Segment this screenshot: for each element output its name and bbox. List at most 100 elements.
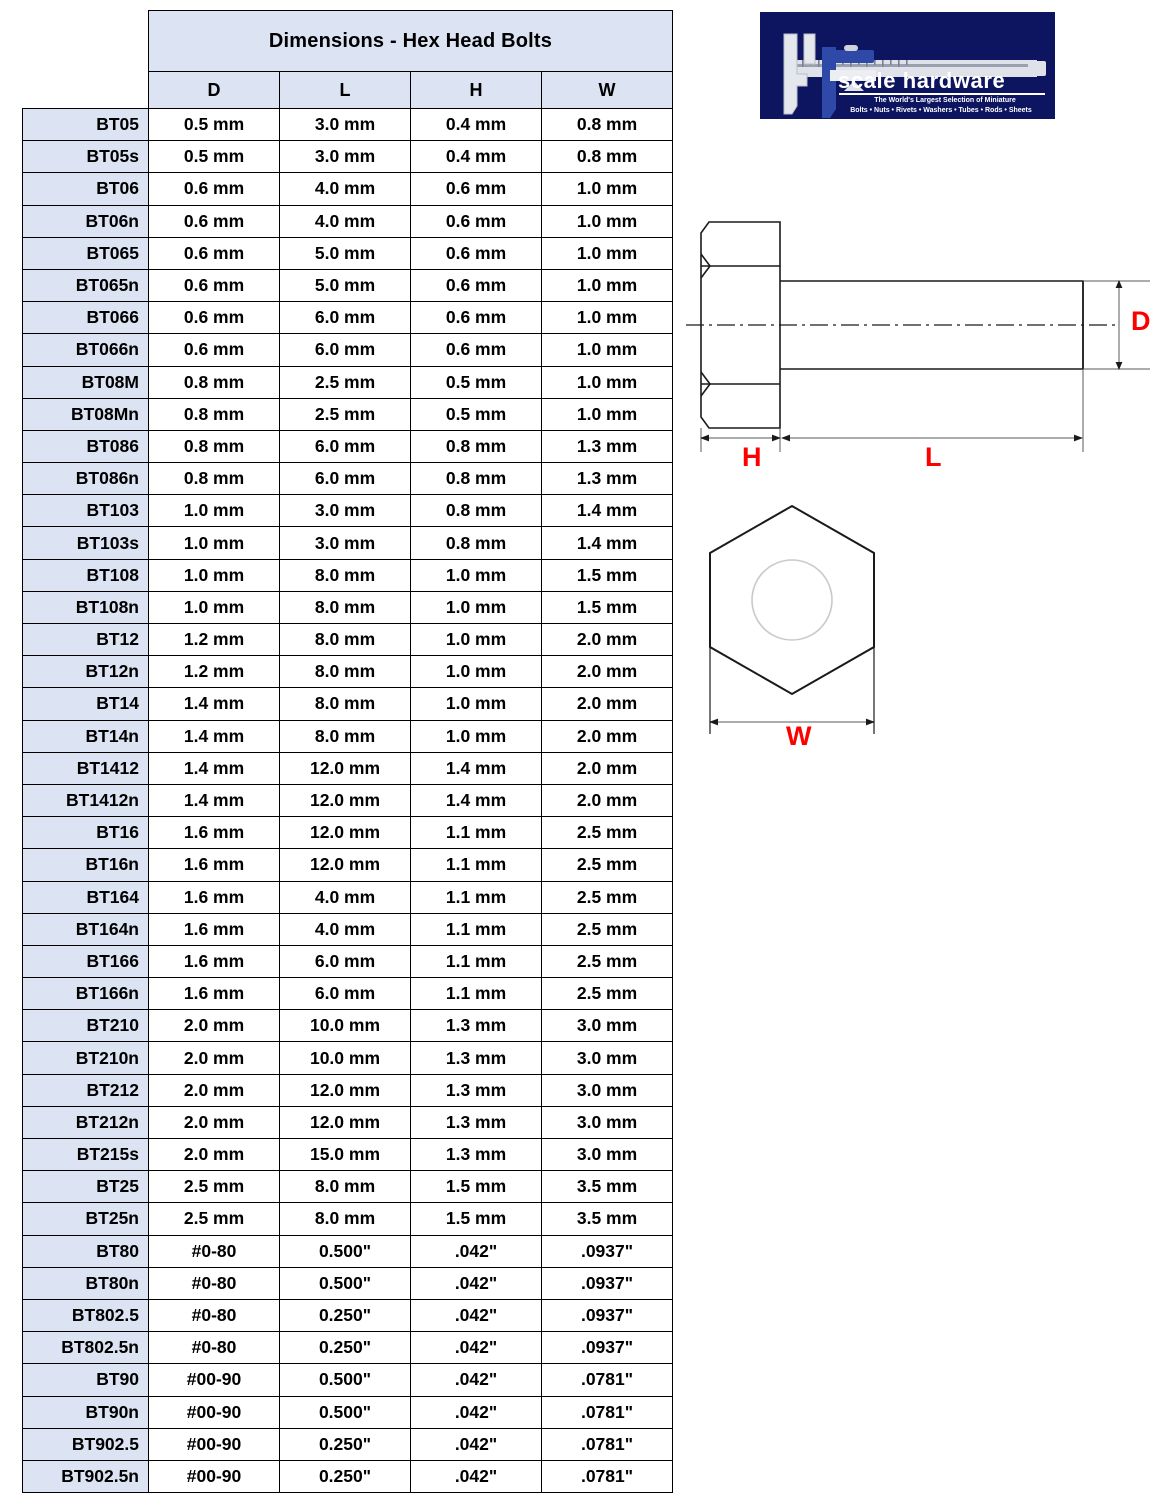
cell-w: .0781" [541, 1395, 673, 1429]
row-label-bt166: BT166 [22, 944, 149, 979]
cell-l: 4.0 mm [279, 912, 411, 946]
cell-d: #00-90 [148, 1427, 280, 1461]
cell-l: 8.0 mm [279, 687, 411, 721]
row-label-bt12n: BT12n [22, 655, 149, 689]
cell-h: 0.5 mm [410, 397, 542, 431]
cell-l: 3.0 mm [279, 494, 411, 528]
cell-w: 1.0 mm [541, 268, 673, 303]
cell-w: 1.5 mm [541, 590, 673, 625]
row-label-bt103: BT103 [22, 494, 149, 528]
cell-l: 15.0 mm [279, 1137, 411, 1172]
cell-l: 6.0 mm [279, 333, 411, 367]
cell-l: 4.0 mm [279, 880, 411, 914]
cell-l: 5.0 mm [279, 236, 411, 270]
cell-l: 8.0 mm [279, 719, 411, 753]
table-row: BT80 #0-80 0.500" .042" .0937" [22, 1234, 673, 1268]
cell-l: 4.0 mm [279, 172, 411, 206]
cell-d: 0.8 mm [148, 462, 280, 496]
cell-h: 1.1 mm [410, 944, 542, 979]
table-row: BT1412n 1.4 mm 12.0 mm 1.4 mm 2.0 mm [22, 783, 673, 818]
cell-h: 0.8 mm [410, 494, 542, 528]
row-label-bt802.5: BT802.5 [22, 1298, 149, 1333]
cell-w: 1.0 mm [541, 365, 673, 399]
table-row: BT166n 1.6 mm 6.0 mm 1.1 mm 2.5 mm [22, 977, 673, 1011]
cell-d: 2.0 mm [148, 1009, 280, 1043]
row-label-bt164n: BT164n [22, 912, 149, 946]
row-label-bt1412: BT1412 [22, 751, 149, 785]
cell-w: 1.0 mm [541, 301, 673, 335]
row-label-bt14n: BT14n [22, 719, 149, 753]
cell-l: 6.0 mm [279, 429, 411, 464]
cell-d: 1.6 mm [148, 816, 280, 850]
cell-l: 12.0 mm [279, 1105, 411, 1140]
company-logo: scale hardware The World's Largest Selec… [760, 12, 1055, 119]
logo-tagline-1: The World's Largest Selection of Miniatu… [874, 97, 1016, 104]
cell-w: 2.0 mm [541, 751, 673, 785]
cell-w: 2.0 mm [541, 783, 673, 818]
cell-w: 1.0 mm [541, 333, 673, 367]
table-row: BT215s 2.0 mm 15.0 mm 1.3 mm 3.0 mm [22, 1137, 673, 1172]
dimension-label-h: H [742, 442, 762, 472]
cell-h: 0.5 mm [410, 365, 542, 399]
cell-w: 1.0 mm [541, 397, 673, 431]
table-row: BT16n 1.6 mm 12.0 mm 1.1 mm 2.5 mm [22, 848, 673, 882]
table-row: BT802.5n #0-80 0.250" .042" .0937" [22, 1331, 673, 1365]
cell-w: 1.4 mm [541, 494, 673, 528]
row-label-bt90: BT90 [22, 1363, 149, 1397]
cell-h: 0.6 mm [410, 204, 542, 238]
cell-h: 1.1 mm [410, 912, 542, 946]
cell-l: 12.0 mm [279, 751, 411, 785]
cell-d: 2.0 mm [148, 1041, 280, 1075]
cell-w: 3.0 mm [541, 1009, 673, 1043]
cell-h: 1.3 mm [410, 1105, 542, 1140]
cell-l: 8.0 mm [279, 590, 411, 625]
cell-d: 0.8 mm [148, 365, 280, 399]
table-row: BT212n 2.0 mm 12.0 mm 1.3 mm 3.0 mm [22, 1105, 673, 1140]
cell-h: 0.8 mm [410, 429, 542, 464]
cell-h: .042" [410, 1331, 542, 1365]
cell-h: .042" [410, 1427, 542, 1461]
cell-d: #00-90 [148, 1459, 280, 1493]
row-label-bt08mn: BT08Mn [22, 397, 149, 431]
table-row: BT902.5 #00-90 0.250" .042" .0781" [22, 1427, 673, 1461]
cell-l: 2.5 mm [279, 397, 411, 431]
cell-d: 2.0 mm [148, 1137, 280, 1172]
cell-d: 1.0 mm [148, 526, 280, 560]
row-label-bt166n: BT166n [22, 977, 149, 1011]
cell-d: 0.6 mm [148, 172, 280, 206]
row-label-bt25n: BT25n [22, 1202, 149, 1236]
cell-w: 3.5 mm [541, 1170, 673, 1204]
bolt-hex-top-view-drawing [709, 504, 875, 734]
table-row: BT108n 1.0 mm 8.0 mm 1.0 mm 1.5 mm [22, 590, 673, 625]
table-row: BT08Mn 0.8 mm 2.5 mm 0.5 mm 1.0 mm [22, 397, 673, 431]
cell-d: 0.6 mm [148, 236, 280, 270]
cell-l: 0.250" [279, 1298, 411, 1333]
cell-w: 2.0 mm [541, 687, 673, 721]
cell-d: 1.4 mm [148, 783, 280, 818]
cell-l: 0.500" [279, 1395, 411, 1429]
cell-d: 1.6 mm [148, 912, 280, 946]
row-label-bt80n: BT80n [22, 1266, 149, 1300]
row-label-bt086: BT086 [22, 429, 149, 464]
cell-h: .042" [410, 1459, 542, 1493]
cell-d: 1.2 mm [148, 655, 280, 689]
cell-l: 8.0 mm [279, 1170, 411, 1204]
row-label-bt066: BT066 [22, 301, 149, 335]
cell-h: 1.3 mm [410, 1009, 542, 1043]
cell-d: 0.6 mm [148, 301, 280, 335]
cell-l: 12.0 mm [279, 783, 411, 818]
cell-h: 1.1 mm [410, 977, 542, 1011]
cell-h: .042" [410, 1298, 542, 1333]
cell-l: 6.0 mm [279, 977, 411, 1011]
table-row: BT065n 0.6 mm 5.0 mm 0.6 mm 1.0 mm [22, 268, 673, 303]
cell-h: 1.0 mm [410, 655, 542, 689]
cell-l: 3.0 mm [279, 526, 411, 560]
cell-h: 1.0 mm [410, 687, 542, 721]
table-row: BT14n 1.4 mm 8.0 mm 1.0 mm 2.0 mm [22, 719, 673, 753]
cell-d: 2.0 mm [148, 1105, 280, 1140]
cell-d: #0-80 [148, 1298, 280, 1333]
table-title: Dimensions - Hex Head Bolts [148, 10, 673, 72]
cell-l: 12.0 mm [279, 816, 411, 850]
table-row: BT164 1.6 mm 4.0 mm 1.1 mm 2.5 mm [22, 880, 673, 914]
table-row: BT16 1.6 mm 12.0 mm 1.1 mm 2.5 mm [22, 816, 673, 850]
